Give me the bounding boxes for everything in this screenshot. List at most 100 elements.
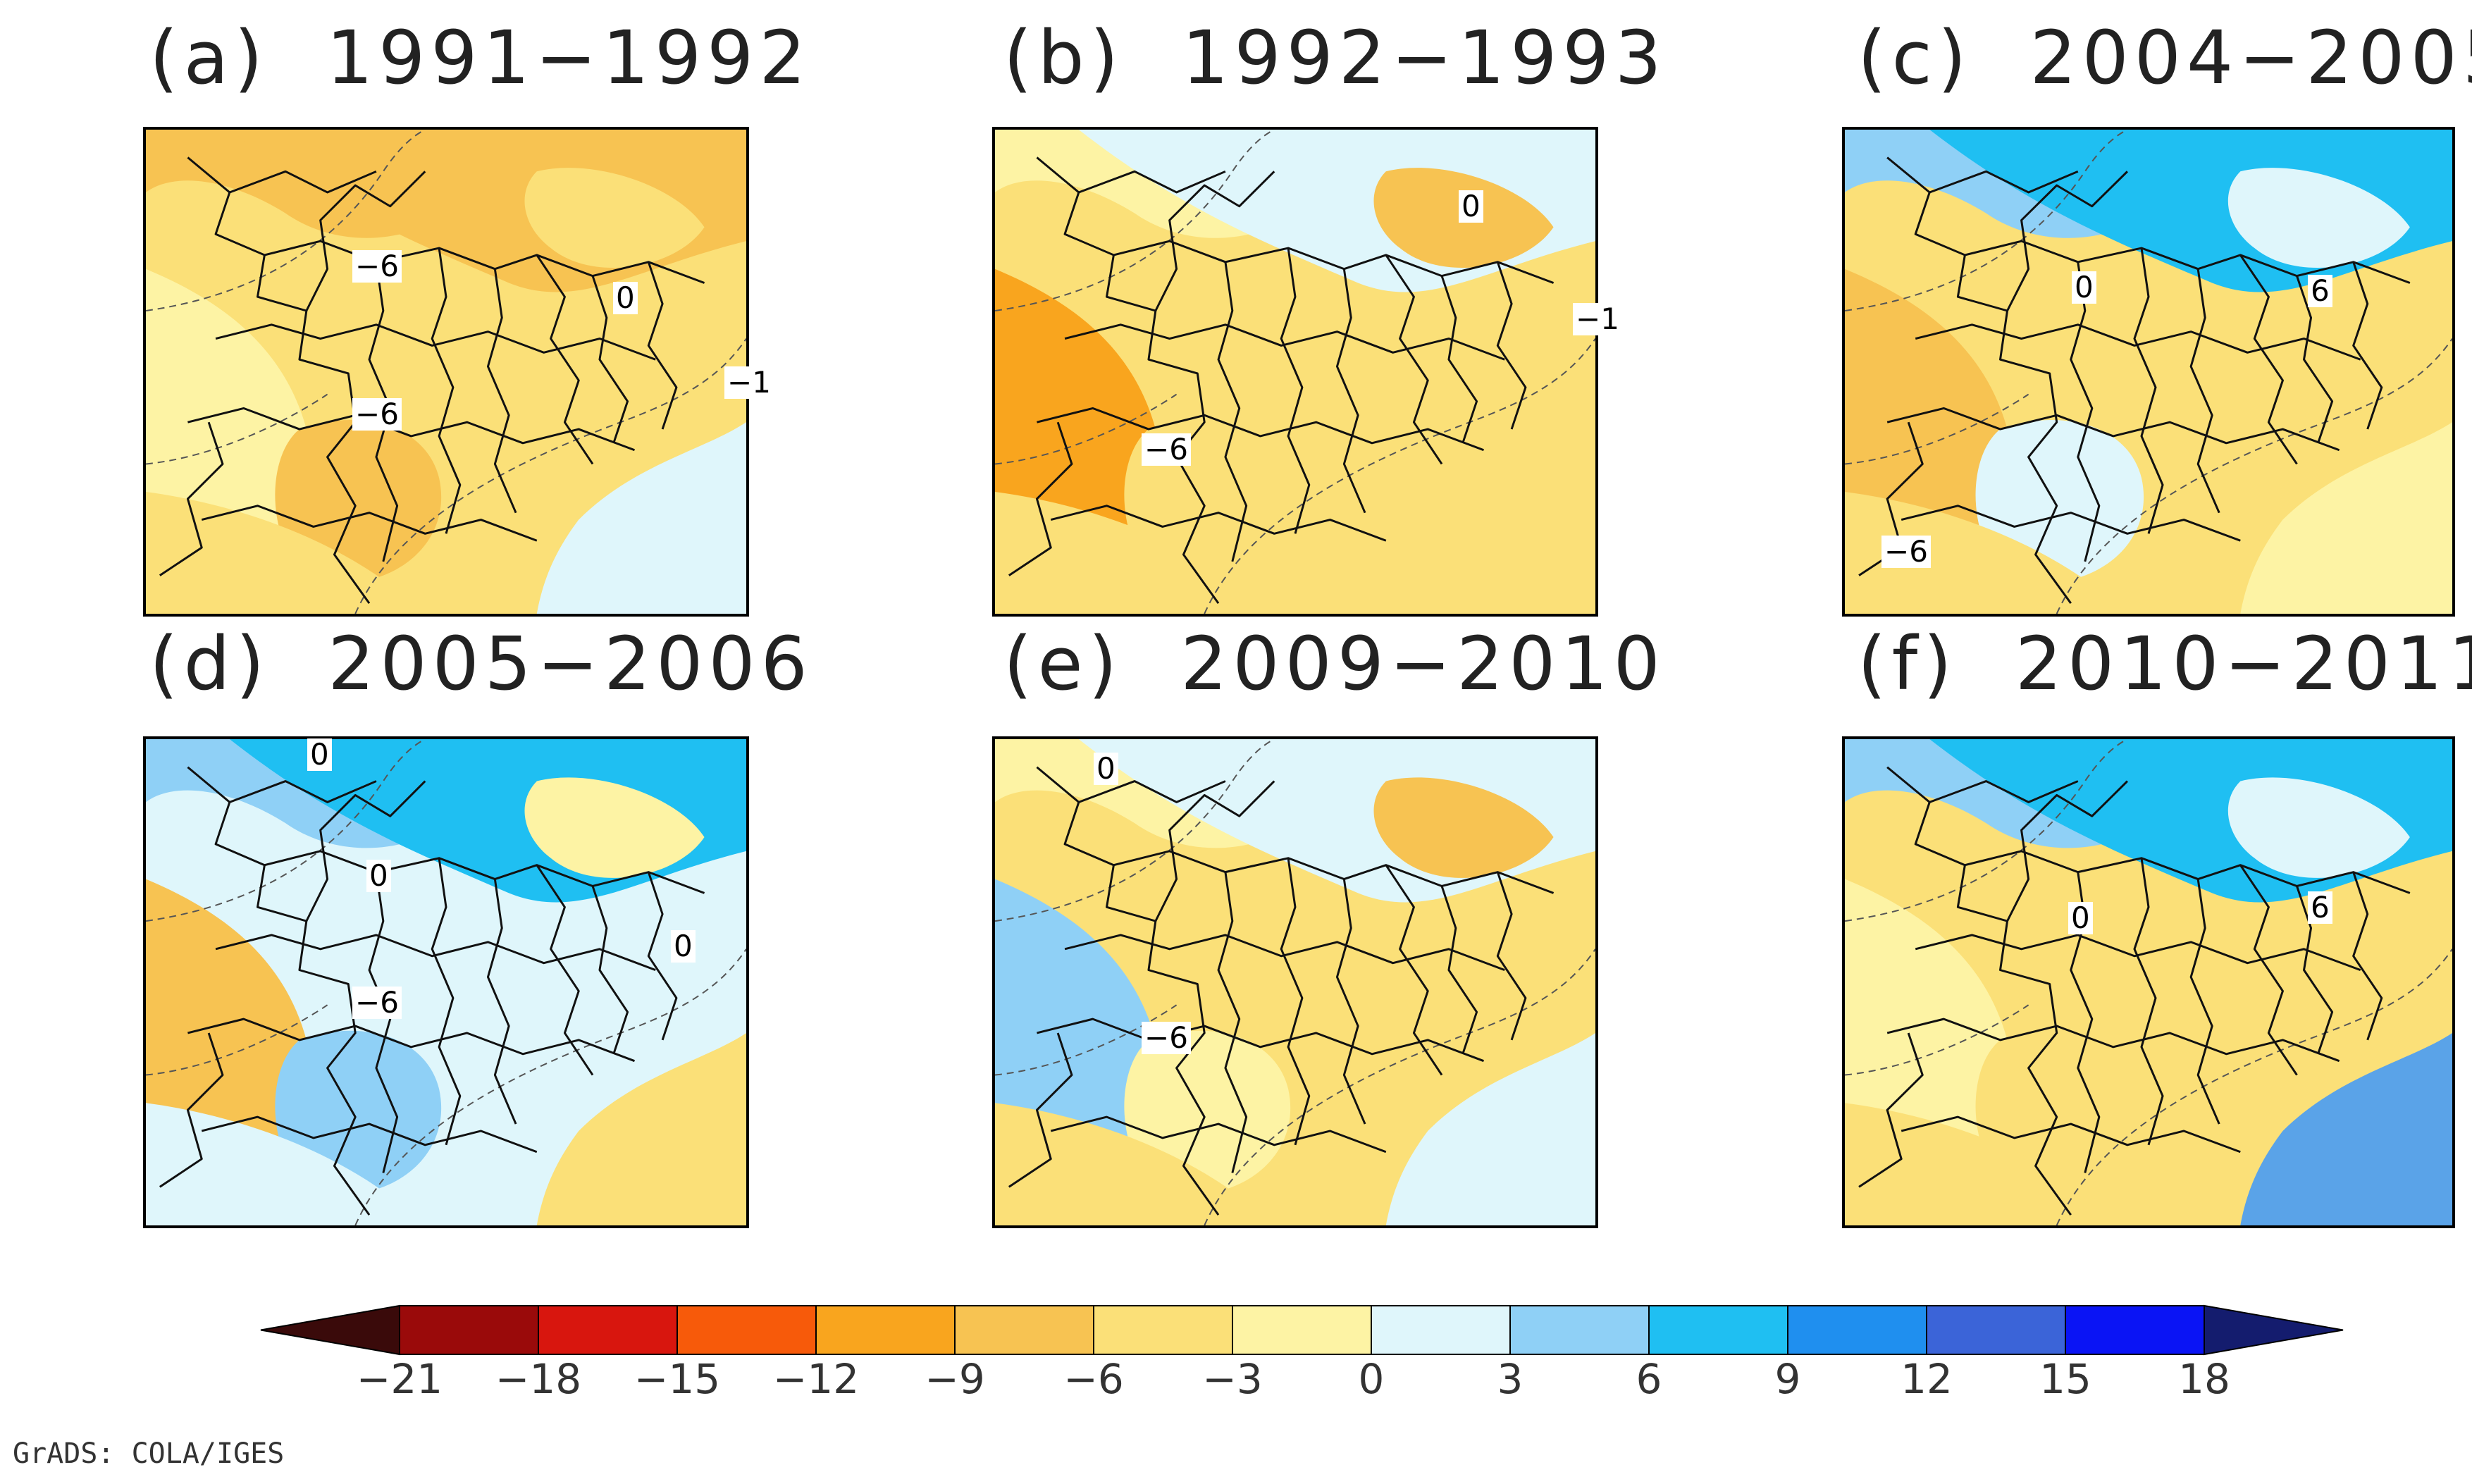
district-boundary bbox=[1078, 170, 1226, 194]
contour-label-b-2: −6 bbox=[1142, 433, 1191, 466]
contour-region bbox=[2227, 777, 2410, 878]
district-boundary bbox=[1050, 505, 1387, 542]
colorbar-swatch bbox=[1926, 1305, 2066, 1355]
colorbar-swatch bbox=[676, 1305, 817, 1355]
district-boundary bbox=[2189, 879, 2220, 1125]
district-boundary bbox=[647, 261, 678, 430]
district-boundary bbox=[264, 240, 705, 284]
colorbar-arrow-right bbox=[2204, 1304, 2344, 1356]
contour-label-e-1: 0 bbox=[1094, 753, 1118, 785]
contour-region bbox=[1373, 777, 1554, 878]
district-boundary bbox=[2006, 780, 2128, 922]
contour-region bbox=[536, 1032, 746, 1225]
contour-label-c-2: 0 bbox=[2072, 271, 2096, 304]
contour-line bbox=[1845, 1004, 2029, 1076]
district-boundary bbox=[1280, 247, 1311, 534]
colorbar-arrow-left bbox=[260, 1304, 400, 1356]
colorbar-swatch bbox=[954, 1305, 1094, 1355]
district-boundary bbox=[1008, 1032, 1073, 1188]
district-boundary bbox=[1385, 864, 1443, 1076]
district-boundary bbox=[647, 872, 678, 1041]
colorbar-swatch bbox=[815, 1305, 956, 1355]
contour-region bbox=[2227, 168, 2410, 268]
district-boundary bbox=[1440, 276, 1478, 444]
panel-title-d: (d) 2005−2006 bbox=[149, 621, 813, 707]
panel-title-f: (f) 2010−2011 bbox=[1858, 621, 2472, 707]
contour-label-b-1: 0 bbox=[1459, 190, 1483, 223]
district-boundary bbox=[1078, 780, 1226, 803]
contour-label-f-1: 6 bbox=[2308, 891, 2332, 924]
contour-label-d-4: 0 bbox=[671, 930, 696, 963]
contour-line bbox=[146, 1004, 328, 1076]
map-panel-e bbox=[992, 736, 1598, 1228]
district-boundary bbox=[1901, 505, 2241, 542]
colorbar-swatch bbox=[1093, 1305, 1233, 1355]
district-boundary bbox=[159, 1032, 224, 1188]
colorbar-tick: −15 bbox=[634, 1355, 721, 1403]
district-boundary bbox=[1335, 268, 1366, 514]
colorbar-tick: 9 bbox=[1774, 1355, 1801, 1403]
district-boundary bbox=[201, 1115, 538, 1154]
contour-region bbox=[524, 777, 705, 878]
district-boundary bbox=[2133, 858, 2164, 1146]
district-boundary bbox=[1858, 1032, 1924, 1188]
district-boundary bbox=[1036, 156, 1220, 605]
contour-line bbox=[995, 393, 1178, 465]
district-boundary bbox=[1217, 261, 1248, 562]
contour-label-c-3: −6 bbox=[1881, 536, 1931, 568]
district-boundary bbox=[1886, 1018, 2340, 1063]
district-boundary bbox=[1064, 934, 1505, 972]
colorbar-swatch bbox=[2065, 1305, 2205, 1355]
contour-region bbox=[1385, 1032, 1595, 1225]
district-boundary bbox=[305, 171, 426, 311]
contour-label-a-3: 0 bbox=[613, 282, 638, 314]
colorbar-swatch bbox=[538, 1305, 678, 1355]
district-boundary bbox=[229, 780, 377, 803]
district-boundary bbox=[1496, 872, 1527, 1041]
district-boundary bbox=[2006, 171, 2128, 311]
district-boundary bbox=[536, 864, 594, 1076]
district-boundary bbox=[187, 156, 371, 605]
district-boundary bbox=[201, 505, 538, 542]
colorbar-tick: 18 bbox=[2178, 1355, 2230, 1403]
district-boundary bbox=[2352, 261, 2383, 430]
colorbar-tick: −3 bbox=[1202, 1355, 1263, 1403]
district-boundary bbox=[1915, 934, 2361, 972]
district-boundary bbox=[2239, 864, 2298, 1076]
district-boundary bbox=[2189, 268, 2220, 514]
contour-label-c-1: 6 bbox=[2308, 275, 2332, 307]
district-boundary bbox=[431, 247, 462, 534]
district-boundary bbox=[2133, 247, 2164, 534]
district-boundary bbox=[1037, 1018, 1485, 1063]
district-boundary bbox=[1008, 421, 1073, 576]
grads-credit: GrADS: COLA/IGES bbox=[13, 1437, 285, 1470]
colorbar-tick: 0 bbox=[1358, 1355, 1385, 1403]
district-boundary bbox=[1335, 879, 1366, 1125]
district-boundary bbox=[1064, 323, 1505, 361]
contour-region bbox=[1385, 422, 1595, 614]
colorbar-tick: 12 bbox=[1901, 1355, 1953, 1403]
colorbar-tick: −18 bbox=[495, 1355, 582, 1403]
colorbar-swatch bbox=[1509, 1305, 1650, 1355]
district-boundary bbox=[1915, 323, 2361, 361]
contour-label-d-2: 0 bbox=[366, 860, 391, 892]
district-boundary bbox=[486, 268, 517, 514]
map-panel-d bbox=[143, 736, 749, 1228]
district-boundary bbox=[368, 872, 399, 1173]
contour-label-a-2: −6 bbox=[352, 398, 402, 431]
district-boundary bbox=[159, 421, 224, 576]
colorbar-tick: −21 bbox=[356, 1355, 443, 1403]
contour-region bbox=[524, 168, 705, 268]
colorbar-tick: 6 bbox=[1636, 1355, 1662, 1403]
colorbar-tick: −12 bbox=[772, 1355, 860, 1403]
district-boundary bbox=[431, 858, 462, 1146]
district-boundary bbox=[1385, 254, 1443, 465]
map-panel-a bbox=[143, 127, 749, 617]
contour-label-e-2: −6 bbox=[1142, 1022, 1191, 1054]
colorbar-tick: 15 bbox=[2039, 1355, 2091, 1403]
map-panel-c bbox=[1842, 127, 2455, 617]
district-boundary bbox=[1217, 872, 1248, 1173]
colorbar-tick: −6 bbox=[1063, 1355, 1124, 1403]
district-boundary bbox=[2296, 886, 2334, 1055]
district-boundary bbox=[215, 934, 656, 972]
